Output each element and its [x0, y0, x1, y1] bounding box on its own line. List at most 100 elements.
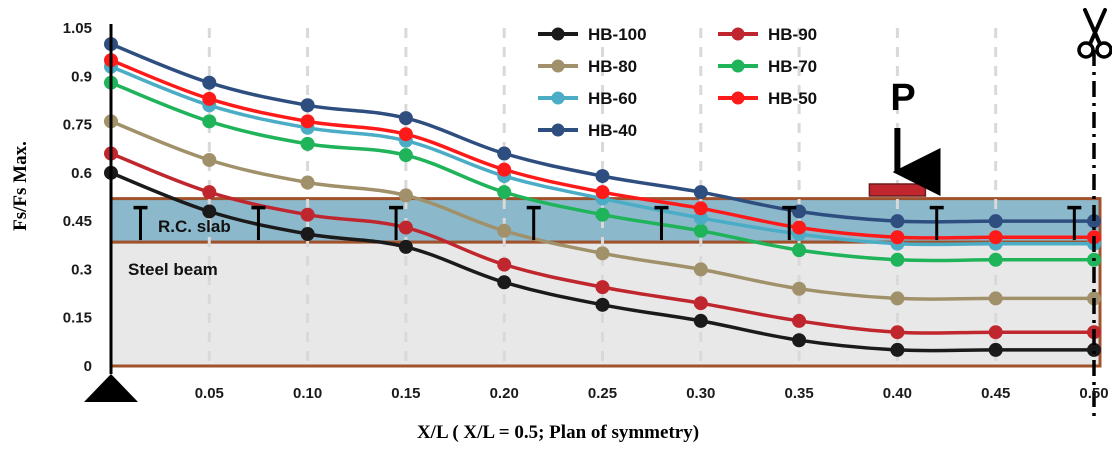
scissors-handle-left [1077, 41, 1095, 59]
data-point [988, 342, 1003, 357]
data-point [792, 243, 807, 258]
data-point [693, 185, 708, 200]
data-point [693, 262, 708, 277]
legend-swatch-marker [731, 91, 745, 105]
legend-swatch-marker [551, 91, 565, 105]
data-point [792, 281, 807, 296]
axes: 0 0.15 0.3 0.45 0.6 0.75 0.9 1.05 0.05 0.10 0.15 0.… [63, 20, 1109, 402]
x-tick-label: 0.40 [883, 385, 912, 402]
structure-regions [109, 197, 1102, 368]
x-tick-label: 0.30 [686, 385, 715, 402]
legend-label: HB-40 [588, 121, 637, 140]
data-point [398, 188, 413, 203]
x-tick-label: 0.50 [1079, 385, 1108, 402]
x-axis-title: X/L ( X/L = 0.5; Plan of symmetry) [417, 422, 699, 443]
series-line [110, 171, 1094, 353]
support-triangle [84, 374, 138, 402]
data-point [398, 127, 413, 142]
data-point [890, 214, 905, 229]
data-point [693, 201, 708, 216]
data-point [300, 175, 315, 190]
y-tick-label: 1.05 [63, 20, 92, 37]
series-hb-70 [104, 75, 1101, 267]
legend-item: HB-80 [538, 57, 637, 76]
load-label: P [890, 77, 915, 119]
data-point [988, 214, 1003, 229]
legend-item: HB-90 [718, 25, 817, 44]
data-point [398, 239, 413, 254]
data-point [988, 291, 1003, 306]
x-tick-label: 0.35 [784, 385, 813, 402]
data-point [398, 220, 413, 235]
data-point [202, 114, 217, 129]
x-tick-label: 0.15 [391, 385, 420, 402]
legend-label: HB-60 [588, 89, 637, 108]
legend-label: HB-70 [768, 57, 817, 76]
series-hb-80 [104, 114, 1101, 306]
data-point [300, 98, 315, 113]
data-point [890, 342, 905, 357]
y-tick-label: 0 [84, 358, 92, 375]
data-point [890, 291, 905, 306]
legend-swatch-marker [731, 59, 745, 73]
data-point [595, 246, 610, 261]
structure-decor [84, 8, 1112, 418]
y-axis-title: Fs/Fs Max. [10, 141, 31, 231]
x-tick-label: 0.20 [490, 385, 519, 402]
series-line [110, 81, 1094, 263]
legend-item: HB-70 [718, 57, 817, 76]
scissors-icon [1077, 8, 1112, 59]
data-point [202, 91, 217, 106]
legend: HB-100 HB-90 HB-80 HB-70 HB-60 HB-50 HB-40 [538, 25, 817, 140]
data-point [497, 257, 512, 272]
data-point [497, 275, 512, 290]
data-point [1087, 342, 1101, 357]
data-point [497, 223, 512, 238]
x-tick-label: 0.25 [588, 385, 617, 402]
legend-label: HB-50 [768, 89, 817, 108]
data-point [1087, 214, 1101, 229]
y-tick-label: 0.75 [63, 117, 92, 134]
data-point [497, 146, 512, 161]
data-point [890, 230, 905, 245]
data-point [890, 325, 905, 340]
y-tick-label: 0.6 [71, 165, 92, 182]
y-tick-label: 0.15 [63, 310, 92, 327]
legend-swatch-marker [731, 27, 745, 41]
data-point [595, 207, 610, 222]
data-point [595, 280, 610, 295]
data-point [202, 204, 217, 219]
series-hb-90 [104, 146, 1101, 340]
series-hb-100 [104, 165, 1101, 357]
data-point [595, 169, 610, 184]
series-line [110, 64, 1094, 247]
data-point [693, 210, 708, 225]
y-tick-label: 0.45 [63, 213, 92, 230]
series-line [110, 151, 1094, 335]
data-point [202, 185, 217, 200]
legend-label: HB-80 [588, 57, 637, 76]
legend-swatch-marker [551, 27, 565, 41]
y-tick-label: 0.3 [71, 261, 92, 278]
legend-item: HB-50 [718, 89, 817, 108]
data-point [595, 297, 610, 312]
data-point [497, 162, 512, 177]
data-point [792, 220, 807, 235]
beam-label: Steel beam [128, 260, 218, 279]
legend-item: HB-60 [538, 89, 637, 108]
load-plate [868, 183, 927, 197]
legend-item: HB-100 [538, 25, 647, 44]
legend-label: HB-100 [588, 25, 647, 44]
data-point [300, 114, 315, 129]
data-point [300, 227, 315, 242]
legend-swatch-marker [551, 59, 565, 73]
data-point [300, 207, 315, 222]
data-point [398, 111, 413, 126]
data-point [202, 152, 217, 167]
data-point [202, 75, 217, 90]
legend-item: HB-40 [538, 121, 637, 140]
data-point [792, 313, 807, 328]
scissors-blade-left [1088, 8, 1107, 46]
data-point [693, 223, 708, 238]
x-tick-label: 0.10 [293, 385, 322, 402]
